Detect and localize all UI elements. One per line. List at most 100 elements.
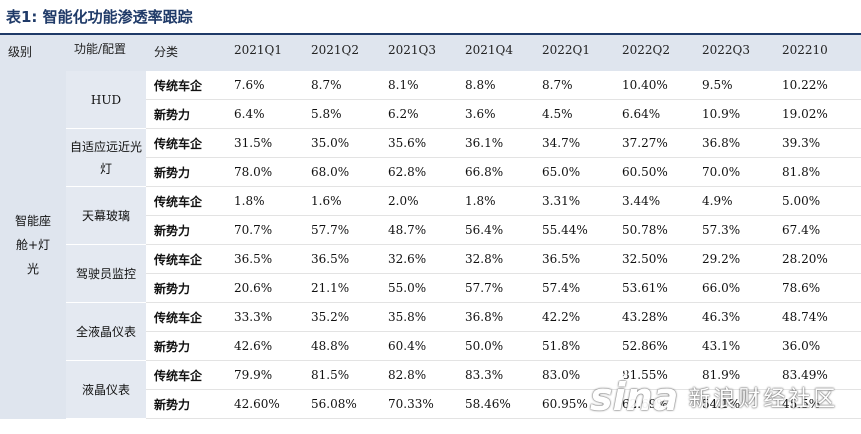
value-cell: 57.4%	[534, 273, 614, 303]
value-cell: 5.8%	[303, 99, 380, 129]
value-cell: 56.08%	[303, 389, 380, 419]
category-cell: 新势力	[146, 215, 226, 245]
value-cell: 57.3%	[694, 215, 774, 245]
feature-cell: 全液晶仪表	[66, 302, 146, 361]
value-cell: 10.22%	[774, 71, 861, 100]
header-period: 2021Q1	[226, 35, 303, 71]
table-row: 智能座舱+灯光 HUD 传统车企 7.6% 8.7% 8.1% 8.8% 8.7% 10.40%…	[0, 71, 861, 419]
sina-watermark: sina 新浪财经社区	[590, 362, 839, 424]
value-cell: 34.7%	[534, 128, 614, 158]
header-row: 级别 功能/配置 分类 2021Q1 2021Q2 2021Q3 2021Q4 …	[0, 35, 861, 71]
value-cell: 67.4%	[774, 215, 861, 245]
value-cell: 48.74%	[774, 302, 861, 332]
value-cell: 57.7%	[457, 273, 534, 303]
value-cell: 81.5%	[303, 360, 380, 390]
value-cell: 32.6%	[380, 244, 457, 274]
value-cell: 35.6%	[380, 128, 457, 158]
header-period: 2022Q2	[614, 35, 694, 71]
value-cell: 32.50%	[614, 244, 694, 274]
value-cell: 48.8%	[303, 331, 380, 361]
table-row: 自适应远近光灯 传统车企 31.5% 35.0% 35.6% 36.1% 34.7% 37.2…	[0, 128, 861, 187]
value-cell: 36.5%	[226, 244, 303, 274]
feature-cell: 天幕玻璃	[66, 186, 146, 245]
header-period: 2021Q2	[303, 35, 380, 71]
value-cell: 3.44%	[614, 186, 694, 216]
value-cell: 20.6%	[226, 273, 303, 303]
header-level: 级别	[0, 35, 66, 71]
value-cell: 81.8%	[774, 157, 861, 187]
category-cell: 新势力	[146, 99, 226, 129]
value-cell: 66.0%	[694, 273, 774, 303]
level-cell: 智能座舱+灯光	[0, 71, 66, 419]
value-cell: 68.0%	[303, 157, 380, 187]
category-cell: 新势力	[146, 157, 226, 187]
value-cell: 29.2%	[694, 244, 774, 274]
value-cell: 32.8%	[457, 244, 534, 274]
value-cell: 46.3%	[694, 302, 774, 332]
title-rule	[0, 33, 861, 35]
value-cell: 56.4%	[457, 215, 534, 245]
table-row: 驾驶员监控 传统车企 36.5% 36.5% 32.6% 32.8% 36.5% 32.50%…	[0, 244, 861, 303]
value-cell: 19.02%	[774, 99, 861, 129]
value-cell: 60.95%	[534, 389, 614, 419]
value-cell: 4.5%	[534, 99, 614, 129]
table-row: 天幕玻璃 传统车企 1.8% 1.6% 2.0% 1.8% 3.31% 3.44% 4.9% 5.…	[0, 186, 861, 245]
value-cell: 7.6%	[226, 71, 303, 100]
value-cell: 1.8%	[226, 186, 303, 216]
header-period: 202210	[774, 35, 861, 71]
table-row: 新势力 42.60% 56.08% 70.33% 58.46% 60.95% 62.69% 5…	[0, 389, 861, 419]
value-cell: 35.2%	[303, 302, 380, 332]
value-cell: 36.1%	[457, 128, 534, 158]
value-cell: 83.49%	[774, 360, 861, 390]
category-cell: 传统车企	[146, 186, 226, 216]
category-cell: 传统车企	[146, 244, 226, 274]
sina-logo: sina	[590, 362, 679, 419]
value-cell: 60.50%	[614, 157, 694, 187]
category-cell: 新势力	[146, 389, 226, 419]
value-cell: 10.9%	[694, 99, 774, 129]
feature-cell: 驾驶员监控	[66, 244, 146, 303]
sina-logo-text: sina	[590, 375, 679, 419]
value-cell: 58.46%	[457, 389, 534, 419]
value-cell: 35.8%	[380, 302, 457, 332]
value-cell: 37.27%	[614, 128, 694, 158]
table-row: 液晶仪表 传统车企 79.9% 81.5% 82.8% 83.3% 83.0% 81.55% 8…	[0, 360, 861, 419]
value-cell: 36.8%	[457, 302, 534, 332]
value-cell: 52.86%	[614, 331, 694, 361]
value-cell: 1.8%	[457, 186, 534, 216]
sina-eye-icon	[606, 362, 629, 381]
table-row: 新势力 20.6% 21.1% 55.0% 57.7% 57.4% 53.61% 66.0% 7…	[0, 273, 861, 303]
value-cell: 8.1%	[380, 71, 457, 100]
value-cell: 6.4%	[226, 99, 303, 129]
value-cell: 83.0%	[534, 360, 614, 390]
value-cell: 48.7%	[380, 215, 457, 245]
value-cell: 81.9%	[694, 360, 774, 390]
value-cell: 5.00%	[774, 186, 861, 216]
value-cell: 2.0%	[380, 186, 457, 216]
value-cell: 54.1%	[694, 389, 774, 419]
feature-cell: 自适应远近光灯	[66, 128, 146, 187]
value-cell: 50.0%	[457, 331, 534, 361]
category-cell: 传统车企	[146, 360, 226, 390]
category-cell: 传统车企	[146, 302, 226, 332]
value-cell: 65.0%	[534, 157, 614, 187]
value-cell: 42.6%	[226, 331, 303, 361]
value-cell: 36.5%	[534, 244, 614, 274]
value-cell: 21.1%	[303, 273, 380, 303]
value-cell: 55.0%	[380, 273, 457, 303]
category-cell: 传统车企	[146, 128, 226, 158]
sina-watermark-text: 新浪财经社区	[688, 387, 839, 412]
header-period: 2021Q4	[457, 35, 534, 71]
value-cell: 62.8%	[380, 157, 457, 187]
category-cell: 新势力	[146, 273, 226, 303]
table-row: 新势力 42.6% 48.8% 60.4% 50.0% 51.8% 52.86% 43.1% 3…	[0, 331, 861, 361]
value-cell: 3.31%	[534, 186, 614, 216]
value-cell: 9.5%	[694, 71, 774, 100]
value-cell: 42.2%	[534, 302, 614, 332]
value-cell: 55.44%	[534, 215, 614, 245]
table-title: 表1: 智能化功能渗透率跟踪	[6, 8, 193, 26]
table-row: 新势力 6.4% 5.8% 6.2% 3.6% 4.5% 6.64% 10.9% 19.02%	[0, 99, 861, 129]
header-function: 功能/配置	[66, 35, 146, 71]
value-cell: 53.61%	[614, 273, 694, 303]
value-cell: 8.7%	[303, 71, 380, 100]
